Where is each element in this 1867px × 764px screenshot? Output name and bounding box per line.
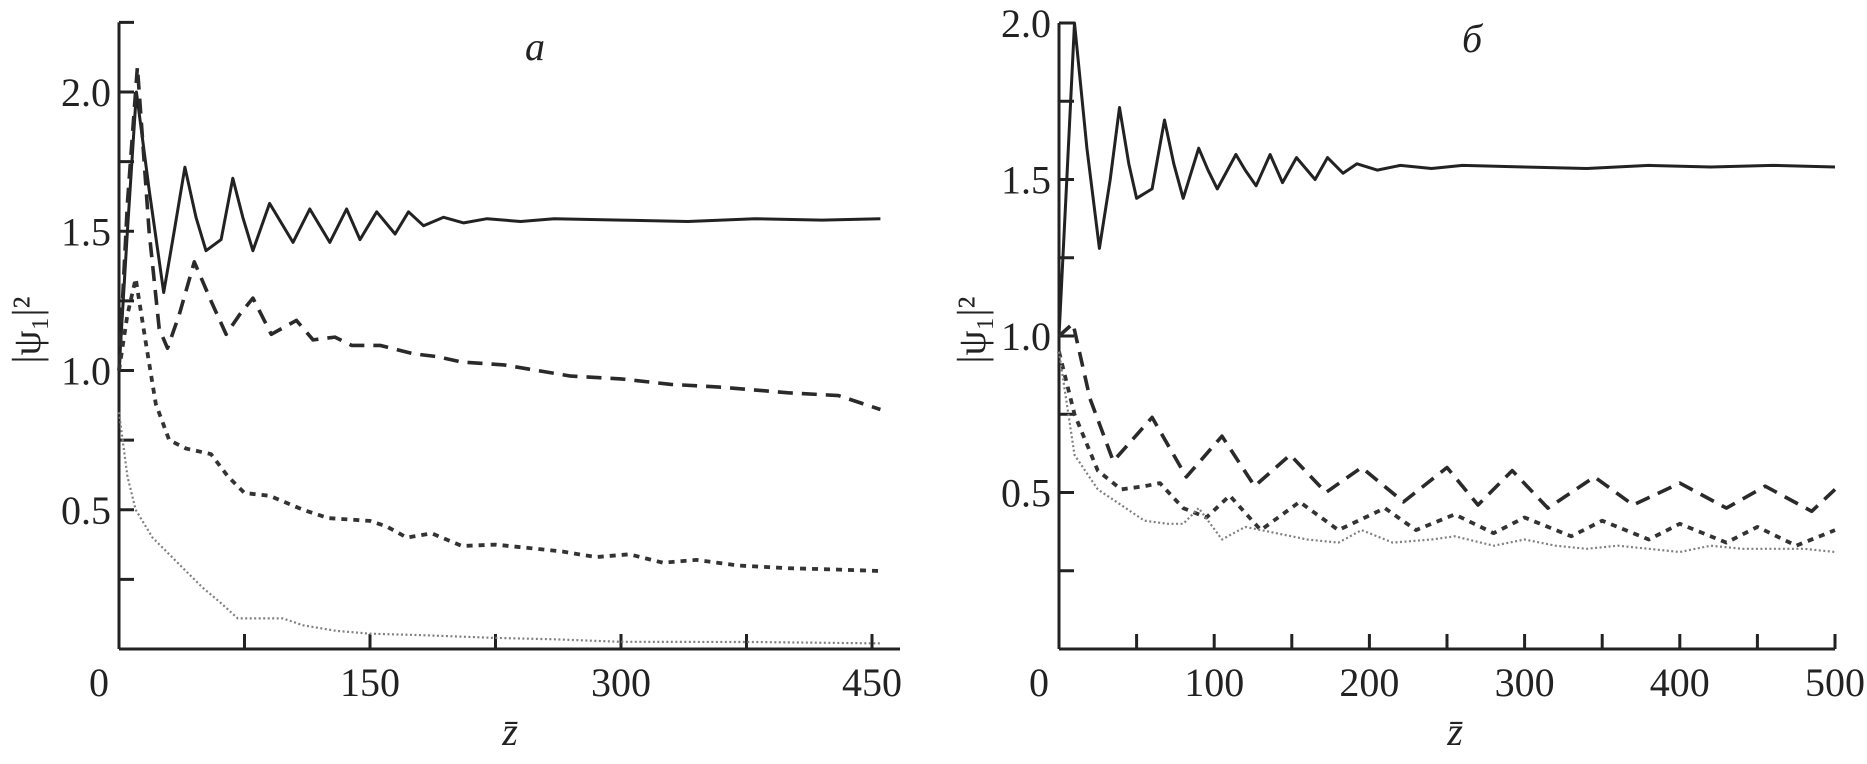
y-tick-label: 1.0 bbox=[61, 349, 111, 394]
series-line-solid bbox=[1057, 21, 1836, 337]
y-axis-title: |ψ₁|² bbox=[949, 297, 994, 364]
y-tick-label: 2.0 bbox=[1001, 1, 1051, 46]
y-tick-label: 0.5 bbox=[1001, 471, 1051, 516]
x-tick-label: 150 bbox=[340, 660, 400, 705]
x-axis-title: z̄ bbox=[501, 709, 518, 754]
x-tick-label: 500 bbox=[1805, 660, 1865, 705]
x-tick-label: 300 bbox=[1495, 660, 1555, 705]
panel-b: 0.5 1.0 1.5 2.0 0 100 200 300 400 500 |ψ₁|² z̄ б bbox=[949, 1, 1865, 754]
panel-letter: б bbox=[1462, 16, 1484, 61]
panel-letter: a bbox=[525, 24, 545, 69]
x-axis-title: z̄ bbox=[1446, 709, 1463, 754]
y-tick-label: 1.0 bbox=[1001, 314, 1051, 359]
series-line-dotted bbox=[1057, 351, 1836, 554]
series-line-solid bbox=[117, 90, 881, 371]
y-tick-label: 0.5 bbox=[61, 488, 111, 533]
series-line-dotted bbox=[117, 412, 881, 645]
series-line-short-dashed bbox=[1057, 351, 1836, 548]
series-line-short-dashed bbox=[117, 276, 881, 573]
y-tick-label: 2.0 bbox=[61, 70, 111, 115]
y-axis-title: |ψ₁|² bbox=[4, 297, 49, 364]
x-tick-label: 200 bbox=[1339, 660, 1399, 705]
x-tick-label: 0 bbox=[1029, 660, 1049, 705]
series-line-long-dashed bbox=[1057, 321, 1837, 514]
y-tick-label: 1.5 bbox=[1001, 158, 1051, 203]
x-tick-label: 300 bbox=[591, 660, 651, 705]
x-tick-label: 100 bbox=[1184, 660, 1244, 705]
x-tick-label: 0 bbox=[89, 660, 109, 705]
x-tick-label: 400 bbox=[1650, 660, 1710, 705]
series-line-long-dashed bbox=[117, 65, 881, 412]
y-tick-label: 1.5 bbox=[61, 209, 111, 254]
panel-a: 0.5 1.0 1.5 2.0 0 150 300 450 |ψ₁|² z̄ a bbox=[4, 20, 902, 754]
x-tick-label: 450 bbox=[842, 660, 902, 705]
